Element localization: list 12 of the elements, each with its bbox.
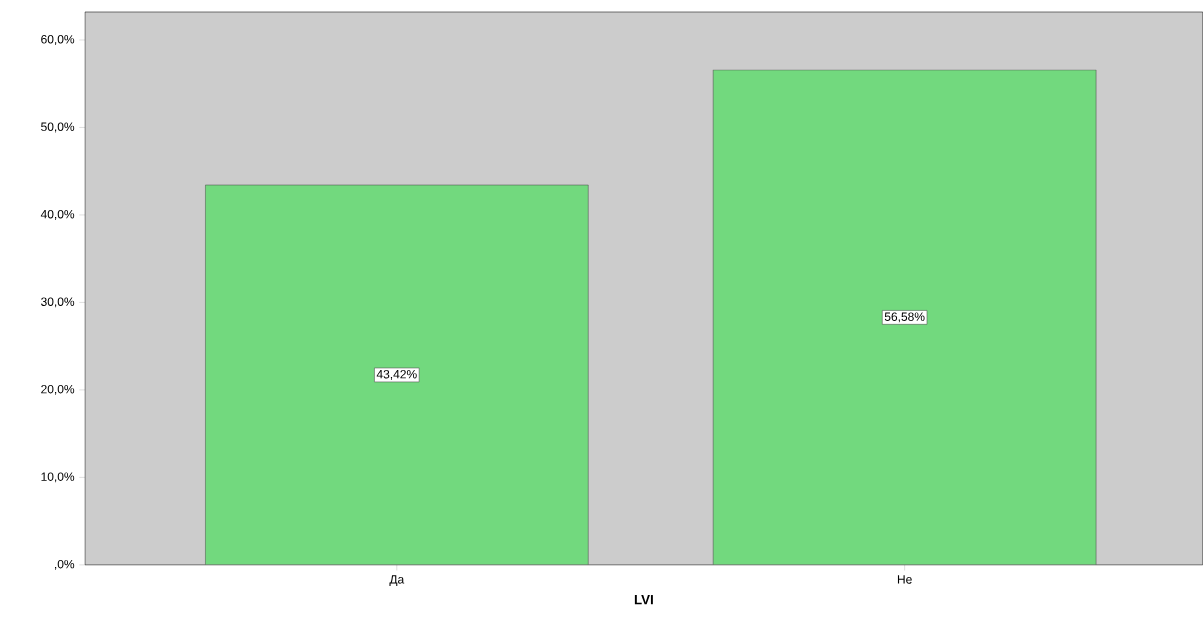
y-tick-label: 60,0% xyxy=(41,35,75,46)
data-label: 43,42% xyxy=(376,370,417,380)
y-tick-label: ,0% xyxy=(55,559,75,570)
y-tick-label: 20,0% xyxy=(41,385,75,395)
y-tick-label: 40,0% xyxy=(40,210,75,220)
x-tick-label: Не xyxy=(897,575,912,584)
y-tick-label: 10,0% xyxy=(41,472,75,483)
x-axis-title: LVI xyxy=(634,595,653,605)
x-tick-label: Да xyxy=(389,575,405,586)
y-tick-label: 50,0% xyxy=(41,122,75,133)
y-tick-label: 30,0% xyxy=(41,297,75,308)
data-label: 56,58% xyxy=(884,312,925,323)
